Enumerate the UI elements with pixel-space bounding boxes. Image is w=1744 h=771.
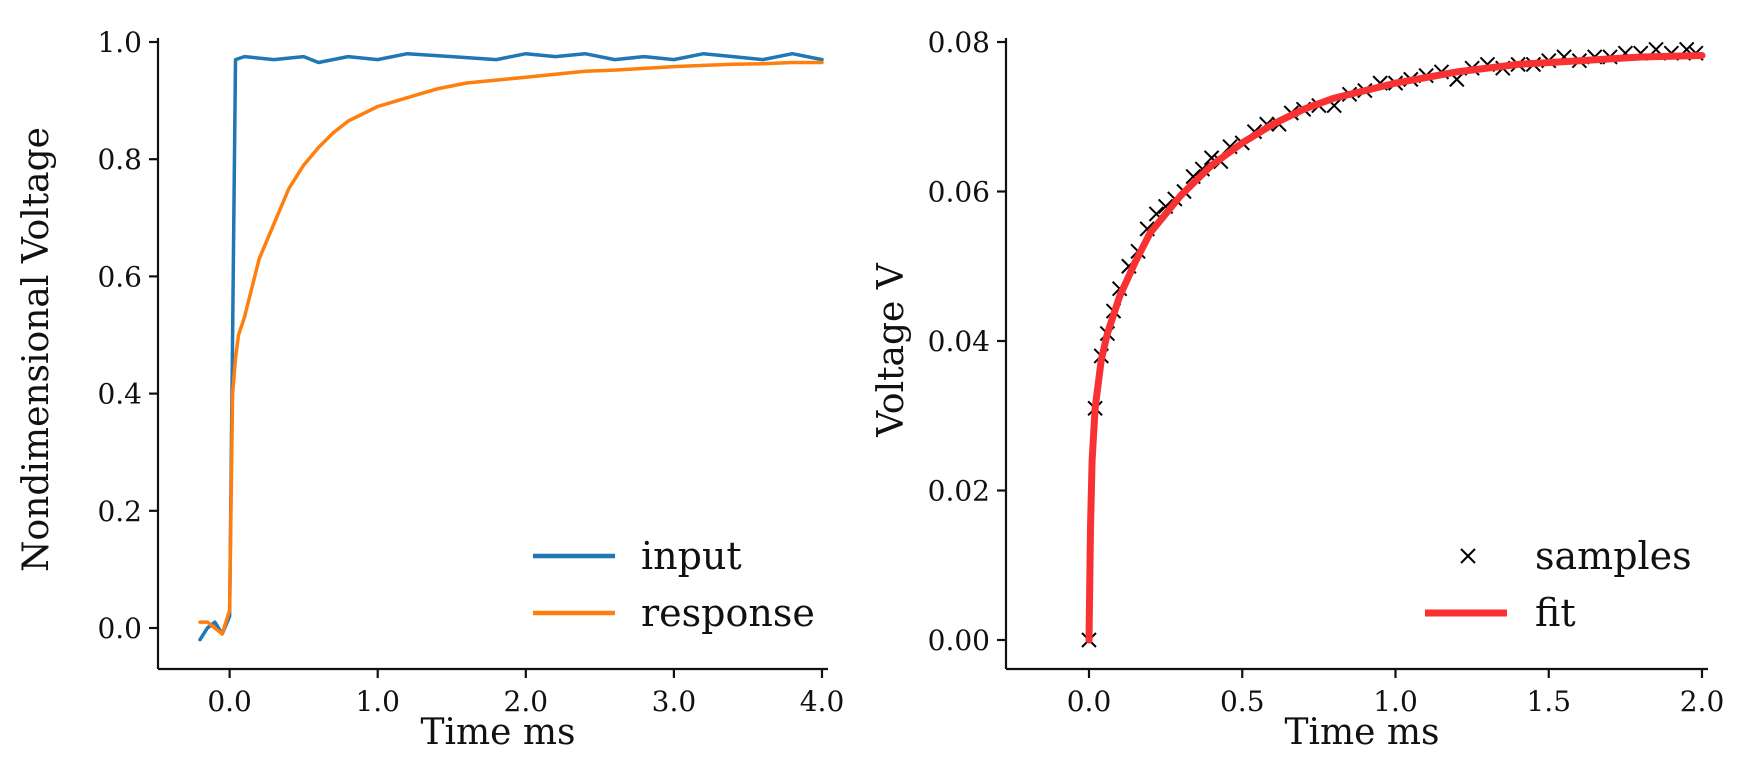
- series-response: [198, 60, 824, 636]
- legend: samples fit: [1425, 534, 1692, 635]
- legend-label-input: input: [641, 534, 742, 578]
- y-tick-label: 0.00: [928, 624, 990, 657]
- y-tick-label: 0.06: [928, 176, 990, 209]
- y-axis-label: Nondimensional Voltage: [16, 127, 57, 572]
- legend-marker-samples: [1460, 548, 1476, 564]
- chart-panel-1: 0.0 0.2 0.4 0.6 0.8 1.0 0.0 1.0 2.0 3.0 4.0 Time ms…: [16, 26, 844, 753]
- series-fit: [1085, 52, 1706, 644]
- y-tick-label: 0.4: [97, 378, 142, 411]
- x-tick-label: 0.5: [1220, 685, 1265, 718]
- legend-label-fit: fit: [1535, 591, 1576, 635]
- x-tick-label: 0.0: [207, 685, 252, 718]
- x-tick-label: 1.5: [1526, 685, 1571, 718]
- x-tick-label: 0.0: [1067, 685, 1112, 718]
- y-tick-label: 0.0: [97, 612, 142, 645]
- x-axis-label: Time ms: [1284, 712, 1439, 753]
- legend: input response: [533, 534, 815, 635]
- y-tick-label: 0.08: [928, 26, 990, 59]
- legend-label-samples: samples: [1535, 534, 1692, 578]
- y-tick-label: 0.04: [928, 325, 990, 358]
- x-tick-label: 2.0: [504, 685, 549, 718]
- y-tick-label: 0.02: [928, 475, 990, 508]
- series-line-fit: [1085, 52, 1706, 644]
- x-tick-label: 4.0: [800, 685, 845, 718]
- x-tick-label: 1.0: [1373, 685, 1418, 718]
- x-tick-label: 3.0: [652, 685, 697, 718]
- legend-label-response: response: [641, 591, 815, 635]
- y-tick-label: 1.0: [97, 26, 142, 59]
- y-tick-label: 0.2: [97, 495, 142, 528]
- y-tick-label: 0.6: [97, 260, 142, 293]
- chart-panel-2: 0.00 0.02 0.04 0.06 0.08 0.0 0.5 1.0 1.5 2.0 Time …: [871, 26, 1724, 753]
- y-axis-label: Voltage V: [871, 262, 912, 438]
- series-line-response: [198, 60, 824, 636]
- y-tick-label: 0.8: [97, 143, 142, 176]
- x-axis-label: Time ms: [420, 712, 575, 753]
- x-tick-label: 2.0: [1680, 685, 1725, 718]
- x-tick-label: 1.0: [355, 685, 400, 718]
